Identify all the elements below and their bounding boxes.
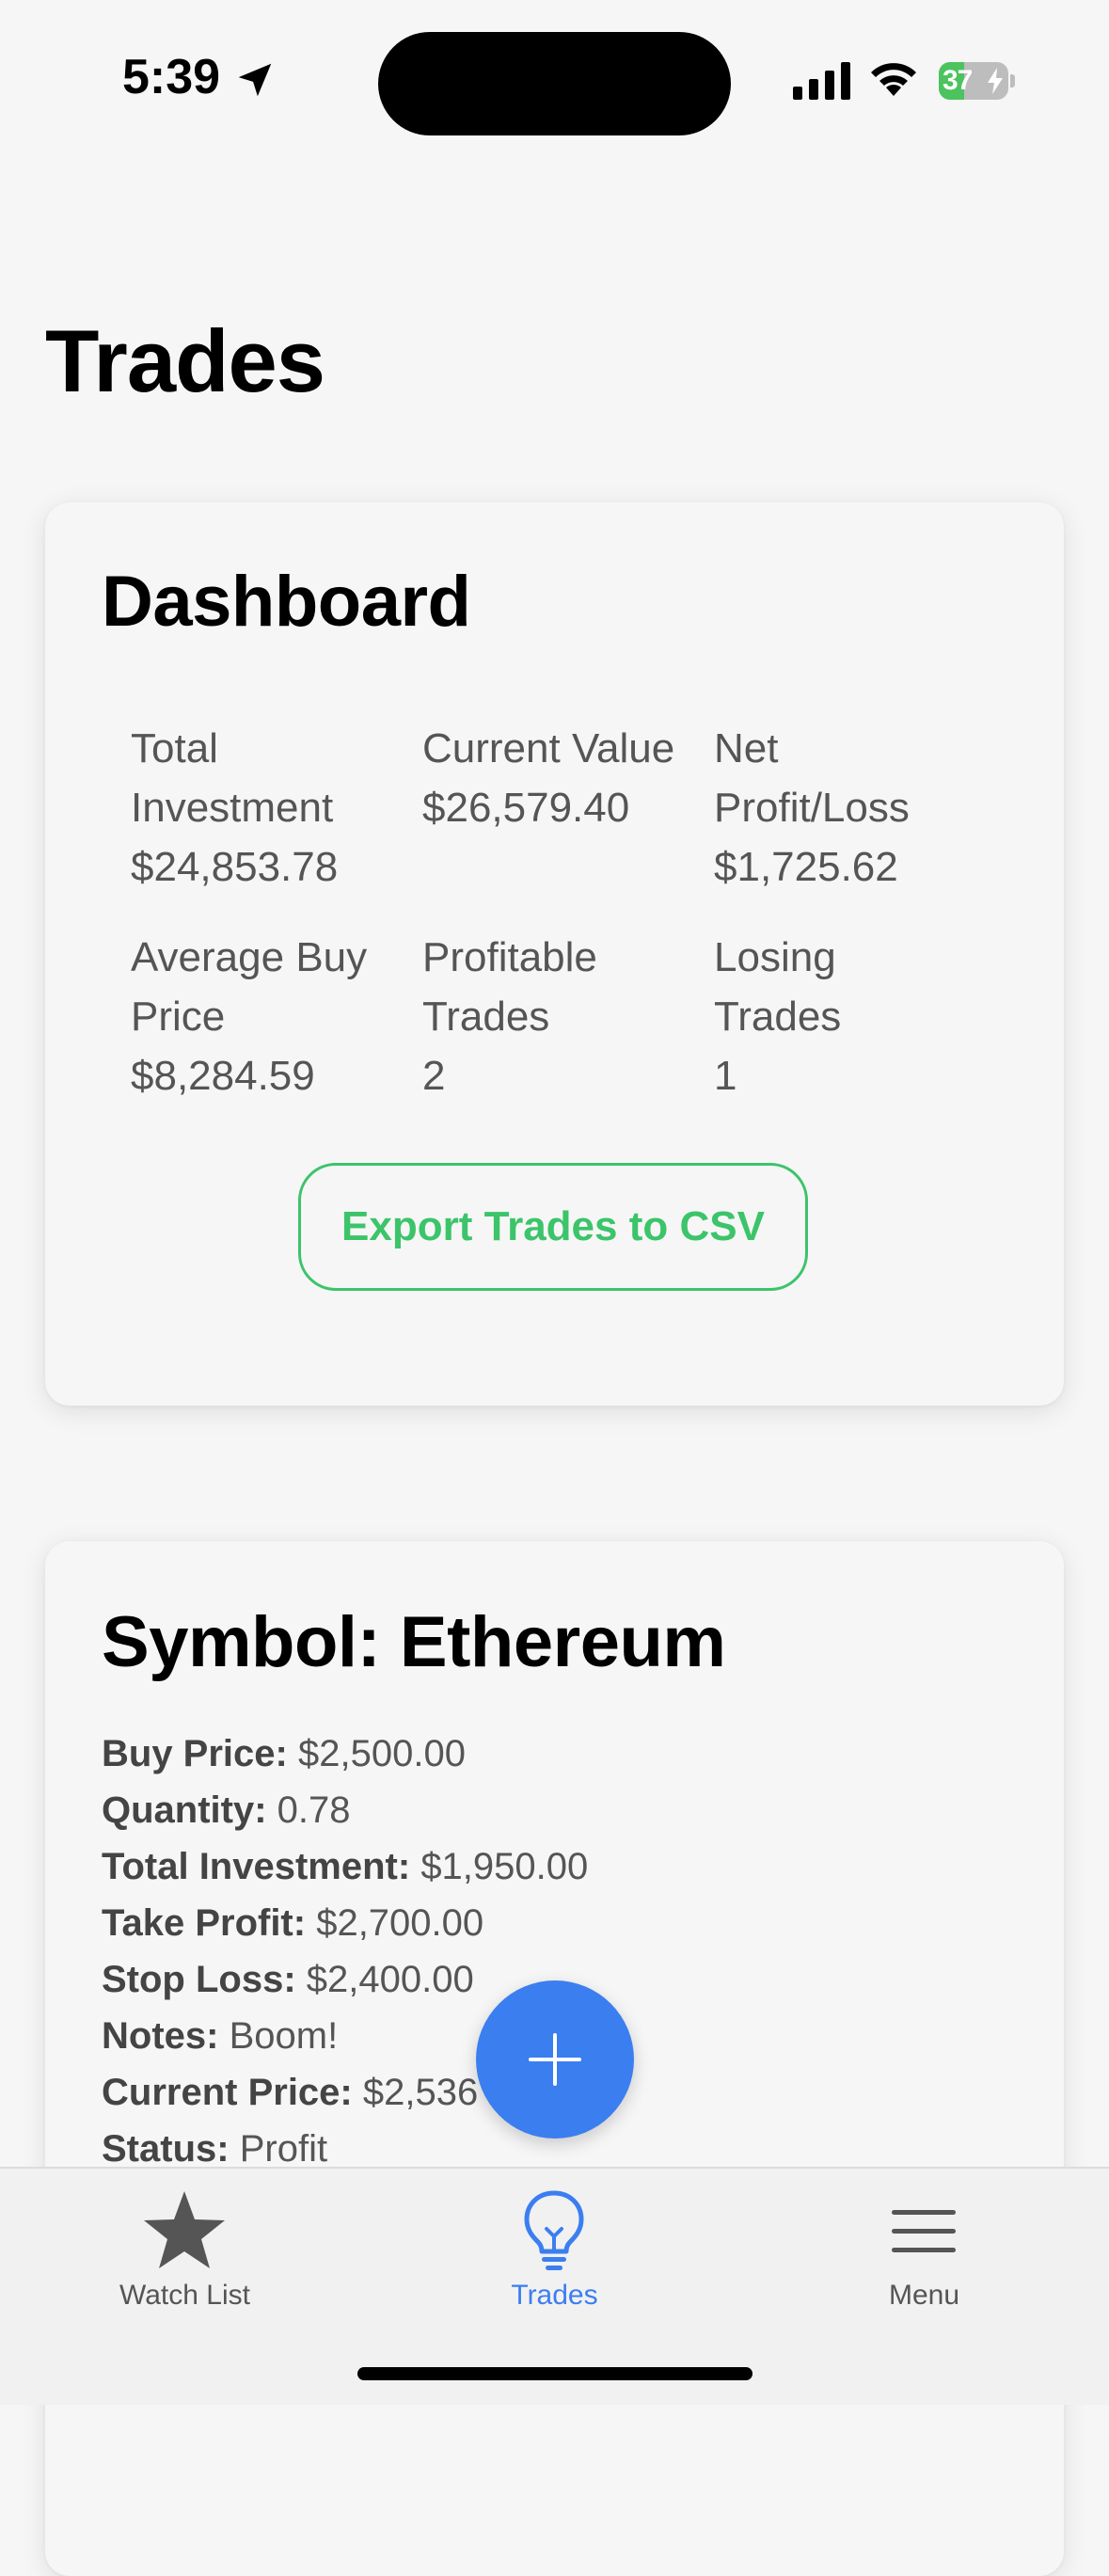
battery-indicator: 37: [939, 62, 1015, 100]
location-arrow-icon: [238, 63, 272, 97]
trade-fields: Buy Price: $2,500.00 Quantity: 0.78 Tota…: [102, 1725, 1005, 2177]
tab-menu[interactable]: Menu: [739, 2169, 1109, 2319]
stat-value: $1,725.62: [714, 844, 898, 890]
charging-bolt-icon: [988, 68, 1003, 94]
tab-label: Trades: [511, 2280, 598, 2311]
trade-field-current-price: Current Price: $2,536: [102, 2064, 1005, 2121]
stat-label: Net Profit/Loss: [714, 725, 910, 831]
trade-field-quantity: Quantity: 0.78: [102, 1782, 1005, 1838]
tab-label: Watch List: [119, 2280, 250, 2311]
stat-value: $26,579.40: [422, 785, 630, 831]
field-value: $2,536: [362, 2072, 479, 2113]
stat-current-value: Current Value $26,579.40: [422, 719, 714, 837]
field-key: Total Investment:: [102, 1846, 411, 1887]
battery-percent: 37: [943, 65, 973, 96]
add-trade-button[interactable]: [476, 1980, 634, 2139]
trade-field-stop-loss: Stop Loss: $2,400.00: [102, 1951, 1005, 2008]
field-key: Quantity:: [102, 1789, 267, 1831]
tab-watch-list[interactable]: Watch List: [0, 2169, 370, 2319]
stat-label: Losing Trades: [714, 934, 842, 1040]
stat-average-buy-price: Average Buy Price $8,284.59: [131, 928, 394, 1105]
battery-fill: [939, 62, 965, 100]
field-value: Boom!: [229, 2015, 339, 2057]
dashboard-card: Dashboard Total Investment $24,853.78 Cu…: [45, 502, 1064, 1406]
status-bar: 5:39 37: [0, 0, 1109, 160]
stat-value: $24,853.78: [131, 844, 339, 890]
field-value: $2,500.00: [297, 1733, 466, 1774]
trade-field-notes: Notes: Boom!: [102, 2008, 1005, 2064]
stat-label: Total Investment: [131, 725, 334, 831]
dashboard-title: Dashboard: [102, 562, 471, 642]
tab-label: Menu: [888, 2280, 960, 2311]
field-key: Stop Loss:: [102, 1959, 296, 2000]
home-indicator[interactable]: [357, 2367, 753, 2380]
page-title: Trades: [45, 311, 325, 410]
plus-icon: [529, 2033, 581, 2086]
wifi-icon: [871, 63, 916, 96]
stat-label: Average Buy Price: [131, 934, 368, 1040]
cellular-signal-icon: [793, 62, 850, 100]
dynamic-island: [378, 32, 731, 135]
stat-label: Profitable Trades: [422, 934, 597, 1040]
field-value: 0.78: [277, 1789, 351, 1831]
field-value: Profit: [239, 2128, 328, 2170]
stat-label: Current Value: [422, 725, 675, 771]
trade-field-take-profit: Take Profit: $2,700.00: [102, 1895, 1005, 1951]
export-csv-button[interactable]: Export Trades to CSV: [298, 1163, 808, 1291]
tab-trades[interactable]: Trades: [370, 2169, 739, 2319]
stat-value: 1: [714, 1053, 737, 1099]
field-key: Current Price:: [102, 2072, 353, 2113]
status-time: 5:39: [122, 50, 221, 104]
field-value: $2,700.00: [316, 1902, 484, 1944]
stat-value: 2: [422, 1053, 446, 1099]
trade-field-total-investment: Total Investment: $1,950.00: [102, 1838, 1005, 1895]
star-icon: [144, 2191, 225, 2268]
stat-total-investment: Total Investment $24,853.78: [131, 719, 413, 897]
battery-body: 37: [939, 62, 1008, 100]
trade-symbol-title: Symbol: Ethereum: [102, 1602, 726, 1682]
menu-icon: [892, 2210, 956, 2252]
field-value: $2,400.00: [306, 1959, 474, 2000]
field-key: Take Profit:: [102, 1902, 307, 1944]
field-value: $1,950.00: [420, 1846, 589, 1887]
battery-cap: [1010, 74, 1015, 87]
field-key: Buy Price:: [102, 1733, 288, 1774]
stat-net-profit-loss: Net Profit/Loss $1,725.62: [714, 719, 940, 897]
stat-losing-trades: Losing Trades 1: [714, 928, 902, 1105]
trade-field-status: Status: Profit: [102, 2121, 1005, 2177]
trade-field-buy-price: Buy Price: $2,500.00: [102, 1725, 1005, 1782]
field-key: Notes:: [102, 2015, 219, 2057]
field-key: Status:: [102, 2128, 230, 2170]
lightbulb-icon: [524, 2190, 584, 2270]
stat-profitable-trades: Profitable Trades 2: [422, 928, 648, 1105]
stat-value: $8,284.59: [131, 1053, 315, 1099]
tab-bar: Watch List Trades Menu: [0, 2167, 1109, 2405]
